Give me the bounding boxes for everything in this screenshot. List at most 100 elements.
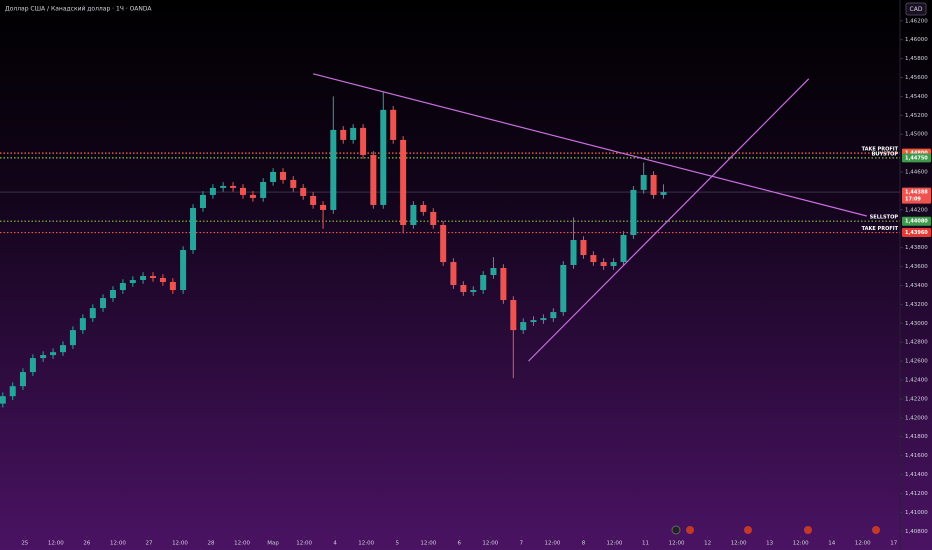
- event-icon[interactable]: [686, 526, 694, 534]
- candle-body: [79, 318, 86, 331]
- candle-body: [350, 127, 357, 140]
- last-price-tag: [902, 187, 931, 204]
- x-tick-label: 28: [208, 541, 215, 547]
- y-tick-label: 1,43000: [905, 321, 928, 327]
- candle-body: [500, 268, 507, 301]
- x-tick-label: 12:00: [607, 541, 623, 547]
- candle-body: [360, 127, 367, 155]
- candle-body: [480, 274, 487, 291]
- y-tick-label: 1,44600: [905, 170, 928, 176]
- candle-body: [590, 255, 597, 263]
- candle-body: [530, 320, 537, 323]
- y-tick-label: 1,41200: [905, 491, 928, 497]
- candle-body: [140, 276, 147, 281]
- candle-body: [290, 179, 297, 188]
- x-tick-label: 25: [21, 541, 28, 547]
- x-tick-label: 12:00: [234, 541, 250, 547]
- candle-body: [460, 285, 467, 293]
- chart-title: Доллар США / Канадский доллар · 1Ч · OAN…: [5, 6, 152, 13]
- candle-body: [470, 290, 477, 293]
- y-tick-label: 1,41400: [905, 472, 928, 478]
- last-price-label: 1,44388: [905, 190, 928, 196]
- candle-body: [29, 358, 36, 373]
- candle-body: [660, 192, 667, 195]
- candle-body: [450, 262, 457, 286]
- candle-body: [640, 174, 647, 190]
- trendline: [312, 73, 867, 217]
- y-tick-label: 1,42400: [905, 378, 928, 384]
- x-tick-label: 7: [520, 541, 524, 547]
- last-price-countdown: 17:09: [905, 197, 921, 203]
- level-name: BUYSTOP: [872, 151, 899, 157]
- candle-body: [390, 109, 397, 140]
- x-tick-label: 4: [333, 541, 337, 547]
- candle-body: [330, 129, 337, 210]
- x-tick-label: 6: [458, 541, 462, 547]
- candle-body: [280, 171, 287, 180]
- candle-body: [580, 240, 587, 256]
- x-tick-label: 12:00: [544, 541, 560, 547]
- event-icon[interactable]: [804, 526, 812, 534]
- level-tag-label: 1,44080: [905, 219, 928, 225]
- candle-body: [490, 268, 497, 275]
- candle-body: [159, 278, 166, 282]
- event-icon[interactable]: [671, 525, 681, 535]
- candle-body: [180, 250, 187, 291]
- candle-body: [340, 129, 347, 140]
- candle-body: [169, 281, 176, 291]
- candle-body: [150, 276, 156, 279]
- event-icon[interactable]: [872, 526, 880, 534]
- candle-body: [199, 194, 206, 208]
- candle-body: [0, 396, 6, 404]
- candle-body: [40, 355, 47, 359]
- y-tick-label: 1,44200: [905, 207, 928, 213]
- candle-body: [50, 352, 57, 356]
- candle-body: [320, 204, 327, 210]
- y-tick-label: 1,43400: [905, 283, 928, 289]
- candle-body: [129, 280, 136, 284]
- candle-body: [300, 187, 307, 196]
- currency-label[interactable]: CAD: [910, 6, 923, 13]
- x-tick-label: 17: [890, 541, 897, 547]
- x-tick-label: 27: [145, 541, 152, 547]
- x-tick-label: 8: [582, 541, 586, 547]
- candle-body: [220, 185, 227, 188]
- candle-body: [249, 194, 256, 198]
- candle-body: [60, 345, 66, 353]
- y-tick-label: 1,42200: [905, 396, 928, 402]
- candle-body: [270, 171, 277, 182]
- candle-body: [69, 330, 76, 346]
- x-tick-label: 12:00: [296, 541, 312, 547]
- currency-button[interactable]: [905, 2, 927, 16]
- x-tick-label: 26: [83, 541, 90, 547]
- candle-body: [610, 262, 617, 267]
- candle-body: [240, 187, 246, 195]
- candle-body: [570, 240, 577, 265]
- trendline: [528, 78, 810, 362]
- candle-body: [310, 195, 317, 205]
- candle-body: [9, 386, 16, 397]
- y-tick-label: 1,43800: [905, 245, 928, 251]
- y-tick-label: 1,42600: [905, 359, 928, 365]
- candle-body: [420, 204, 427, 212]
- level-name: SELLSTOP: [870, 215, 899, 221]
- y-tick-label: 1,46200: [905, 18, 928, 24]
- level-tag: [902, 228, 931, 238]
- candle-body: [540, 318, 547, 321]
- x-tick-label: Мар: [267, 541, 279, 547]
- y-tick-label: 1,45600: [905, 75, 928, 81]
- level-name: TAKE PROFIT: [862, 226, 899, 232]
- y-tick-label: 1,41800: [905, 434, 928, 440]
- level-tag-label: 1,43960: [905, 230, 928, 236]
- candle-body: [620, 235, 627, 263]
- y-tick-label: 1,42000: [905, 415, 928, 421]
- candle-body: [190, 207, 197, 251]
- x-tick-label: 12:00: [731, 541, 747, 547]
- event-icon[interactable]: [744, 526, 752, 534]
- candle-body: [380, 109, 387, 205]
- x-tick-label: 12:00: [669, 541, 685, 547]
- y-tick-label: 1,45200: [905, 113, 928, 119]
- x-tick-label: 12:00: [482, 541, 498, 547]
